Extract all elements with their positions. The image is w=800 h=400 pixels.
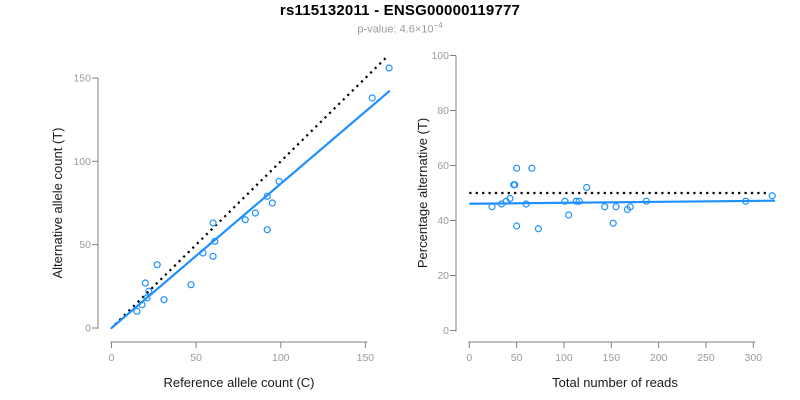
data-point bbox=[612, 203, 620, 211]
data-point bbox=[160, 296, 168, 304]
data-point bbox=[513, 164, 521, 172]
data-point bbox=[275, 177, 283, 185]
data-point bbox=[534, 225, 543, 233]
x-tick-label: 250 bbox=[697, 352, 715, 364]
y-tick-label: 50 bbox=[79, 239, 91, 251]
left-panel-allele-count-scatter: 0 50 100 150 0 50 100 150 bbox=[73, 55, 393, 364]
data-point bbox=[251, 209, 259, 217]
data-point bbox=[572, 197, 580, 205]
data-point bbox=[565, 211, 573, 219]
y-tick-label: 60 bbox=[437, 160, 449, 172]
data-point bbox=[268, 199, 276, 207]
figure-subtitle: p-value: 4.6×10−4 bbox=[0, 21, 800, 36]
x-tick-label: 50 bbox=[511, 352, 523, 364]
data-point bbox=[513, 222, 521, 230]
left-y-axis-title: Alternative allele count (T) bbox=[50, 127, 65, 278]
x-tick-label: 200 bbox=[650, 352, 668, 364]
data-point bbox=[609, 219, 617, 227]
identity-line bbox=[114, 55, 389, 326]
data-point bbox=[601, 203, 609, 211]
data-point bbox=[742, 197, 750, 205]
y-tick-label: 150 bbox=[73, 72, 91, 84]
x-tick-label: 150 bbox=[357, 352, 375, 364]
data-point bbox=[528, 164, 536, 172]
right-y-axis-title: Percentage alternative (T) bbox=[415, 118, 430, 268]
pvalue-label: p-value: bbox=[357, 23, 400, 36]
data-point bbox=[768, 192, 776, 200]
data-point bbox=[145, 287, 153, 295]
fit-line bbox=[469, 199, 776, 205]
y-tick-label: 40 bbox=[437, 215, 449, 227]
data-point bbox=[143, 294, 151, 302]
data-point bbox=[522, 200, 530, 208]
pvalue-exponent: −4 bbox=[433, 21, 443, 30]
x-tick-label: 150 bbox=[603, 352, 621, 364]
data-point bbox=[187, 281, 195, 289]
right-x-axis-title: Total number of reads bbox=[552, 375, 678, 390]
x-tick-label: 50 bbox=[190, 352, 202, 364]
x-tick-label: 100 bbox=[272, 352, 290, 364]
x-tick-label: 0 bbox=[109, 352, 115, 364]
y-tick-label: 80 bbox=[437, 105, 449, 117]
x-tick-label: 100 bbox=[555, 352, 573, 364]
data-point bbox=[263, 192, 271, 200]
left-x-axis-title: Reference allele count (C) bbox=[163, 375, 314, 390]
pvalue-base: 4.6×10 bbox=[399, 23, 434, 36]
data-point bbox=[561, 197, 569, 205]
data-point bbox=[241, 216, 249, 224]
y-tick-label: 20 bbox=[437, 270, 449, 282]
data-point bbox=[138, 301, 146, 309]
data-point bbox=[642, 197, 650, 205]
data-point bbox=[141, 279, 149, 287]
data-point bbox=[153, 261, 161, 269]
fit-line bbox=[110, 90, 391, 330]
data-point bbox=[263, 226, 271, 234]
data-point bbox=[488, 203, 496, 211]
data-point bbox=[368, 94, 376, 102]
data-point bbox=[209, 219, 217, 227]
y-tick-label: 0 bbox=[443, 325, 449, 337]
x-tick-label: 0 bbox=[466, 352, 472, 364]
data-point bbox=[583, 183, 591, 192]
data-point bbox=[511, 181, 519, 189]
x-tick-label: 300 bbox=[745, 352, 763, 364]
right-panel-percentage-scatter: 0 50 100 150 200 250 300 0 20 40 60 80 100 bbox=[431, 50, 776, 364]
figure-title: rs115132011 - ENSG00000119777 bbox=[279, 2, 521, 19]
data-point bbox=[209, 252, 217, 260]
y-tick-label: 0 bbox=[85, 323, 91, 335]
data-point bbox=[133, 307, 141, 315]
data-point bbox=[626, 203, 634, 211]
y-tick-label: 100 bbox=[73, 156, 91, 168]
data-point bbox=[575, 197, 583, 205]
data-point bbox=[211, 237, 219, 245]
data-point bbox=[506, 194, 514, 203]
data-point bbox=[199, 249, 207, 257]
y-tick-label: 100 bbox=[431, 50, 449, 62]
data-point bbox=[385, 64, 393, 72]
